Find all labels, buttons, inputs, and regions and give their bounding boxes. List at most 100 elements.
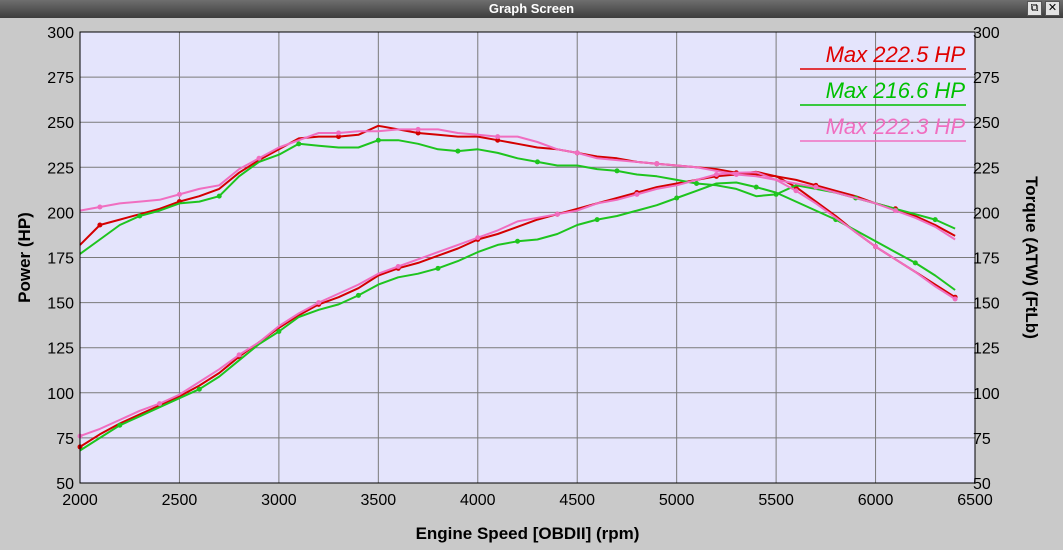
series-group — [77, 124, 958, 452]
y2-tick-label: 150 — [973, 296, 1000, 313]
data-point — [216, 193, 222, 199]
series-line-1 — [79, 170, 956, 448]
x-tick-label: 6500 — [957, 492, 993, 509]
data-point — [455, 148, 461, 154]
data-point — [515, 238, 521, 244]
legend: Max 222.5 HP Max 216.6 HP Max 222.3 HP — [800, 42, 966, 142]
x-tick-label: 5000 — [659, 492, 695, 509]
y-tick-label: 300 — [47, 25, 74, 42]
window-titlebar: Graph Screen — [0, 0, 1063, 18]
y-tick-label: 100 — [47, 386, 74, 403]
x-tick-label: 6000 — [858, 492, 894, 509]
x-axis-title: Engine Speed [OBDII] (rpm) — [416, 524, 640, 543]
legend-entry: Max 222.5 HP — [826, 42, 966, 67]
x-tick-label: 3500 — [361, 492, 397, 509]
data-point — [276, 328, 282, 334]
window-title: Graph Screen — [488, 1, 575, 16]
legend-entry: Max 222.3 HP — [826, 114, 966, 139]
x-tick-labels: 2000 2500 3000 3500 4000 4500 5000 5500 6000 6500 — [62, 492, 993, 509]
data-point — [912, 260, 918, 266]
close-window-button[interactable]: ✕ — [1045, 1, 1060, 16]
data-point — [654, 161, 660, 167]
data-point — [753, 184, 759, 190]
data-point — [117, 422, 123, 428]
data-point — [415, 130, 421, 136]
chart-area: 2000 2500 3000 3500 4000 4500 5000 5500 6000 6500… — [0, 18, 1063, 550]
data-point — [813, 184, 819, 190]
data-point — [415, 126, 421, 132]
data-point — [435, 265, 441, 271]
data-point — [634, 191, 640, 197]
y-tick-label: 175 — [47, 251, 74, 268]
y2-axis-title: Torque (ATW) (FtLb) — [1022, 176, 1041, 339]
x-tick-label: 2000 — [62, 492, 98, 509]
y-tick-labels: 50 75 100 125 150 175 200 225 250 275 300 — [47, 25, 74, 493]
y-tick-label: 200 — [47, 205, 74, 222]
dyno-chart: 2000 2500 3000 3500 4000 4500 5000 5500 6000 6500… — [15, 25, 1041, 543]
x-tick-label: 5500 — [758, 492, 794, 509]
data-point — [952, 296, 958, 302]
data-point — [674, 195, 680, 201]
y2-tick-label: 250 — [973, 115, 1000, 132]
data-point — [793, 188, 799, 194]
data-point — [137, 213, 143, 219]
data-point — [495, 137, 501, 143]
data-point — [157, 401, 163, 407]
y2-tick-label: 225 — [973, 160, 1000, 177]
y2-tick-label: 100 — [973, 386, 1000, 403]
data-point — [176, 191, 182, 197]
y2-tick-label: 125 — [973, 341, 1000, 358]
data-point — [236, 352, 242, 358]
y-tick-label: 275 — [47, 70, 74, 87]
x-tick-label: 4000 — [460, 492, 496, 509]
data-point — [475, 235, 481, 241]
data-point — [892, 208, 898, 214]
series-line-4 — [79, 139, 956, 255]
data-point — [694, 181, 700, 187]
data-point — [196, 386, 202, 392]
data-point — [316, 300, 322, 306]
data-point — [932, 217, 938, 223]
series-line-5 — [79, 171, 956, 438]
data-point — [395, 264, 401, 270]
y2-tick-label: 175 — [973, 251, 1000, 268]
data-point — [97, 204, 103, 210]
data-point — [773, 191, 779, 197]
y2-tick-label: 200 — [973, 205, 1000, 222]
y2-tick-label: 300 — [973, 25, 1000, 42]
y2-tick-label: 75 — [973, 431, 991, 448]
data-point — [534, 159, 540, 165]
y2-tick-labels: 50 75 100 125 150 175 200 225 250 275 300 — [973, 25, 1000, 493]
data-point — [614, 168, 620, 174]
legend-entry: Max 216.6 HP — [826, 78, 966, 103]
data-point — [336, 134, 342, 140]
data-point — [256, 155, 262, 161]
data-point — [97, 222, 103, 228]
restore-window-button[interactable]: ⧉ — [1027, 1, 1042, 16]
y-tick-label: 50 — [56, 476, 74, 493]
data-point — [594, 217, 600, 223]
data-point — [495, 134, 501, 140]
y2-tick-label: 275 — [973, 70, 1000, 87]
series-line-6 — [79, 128, 956, 241]
data-point — [336, 130, 342, 136]
data-point — [375, 137, 381, 143]
data-point — [554, 211, 560, 217]
y-tick-label: 225 — [47, 160, 74, 177]
data-point — [355, 292, 361, 298]
x-tick-label: 3000 — [261, 492, 297, 509]
plot-border — [79, 31, 976, 484]
data-point — [873, 244, 879, 250]
x-tick-label: 4500 — [559, 492, 595, 509]
y-tick-label: 250 — [47, 115, 74, 132]
data-point — [733, 172, 739, 178]
y-tick-label: 75 — [56, 431, 74, 448]
x-tick-label: 2500 — [162, 492, 198, 509]
y2-tick-label: 50 — [973, 476, 991, 493]
data-point — [296, 141, 302, 147]
y-tick-label: 150 — [47, 296, 74, 313]
y-axis-title: Power (HP) — [15, 212, 34, 303]
data-point — [574, 150, 580, 156]
series-line-2 — [79, 124, 956, 246]
data-point — [713, 172, 719, 178]
